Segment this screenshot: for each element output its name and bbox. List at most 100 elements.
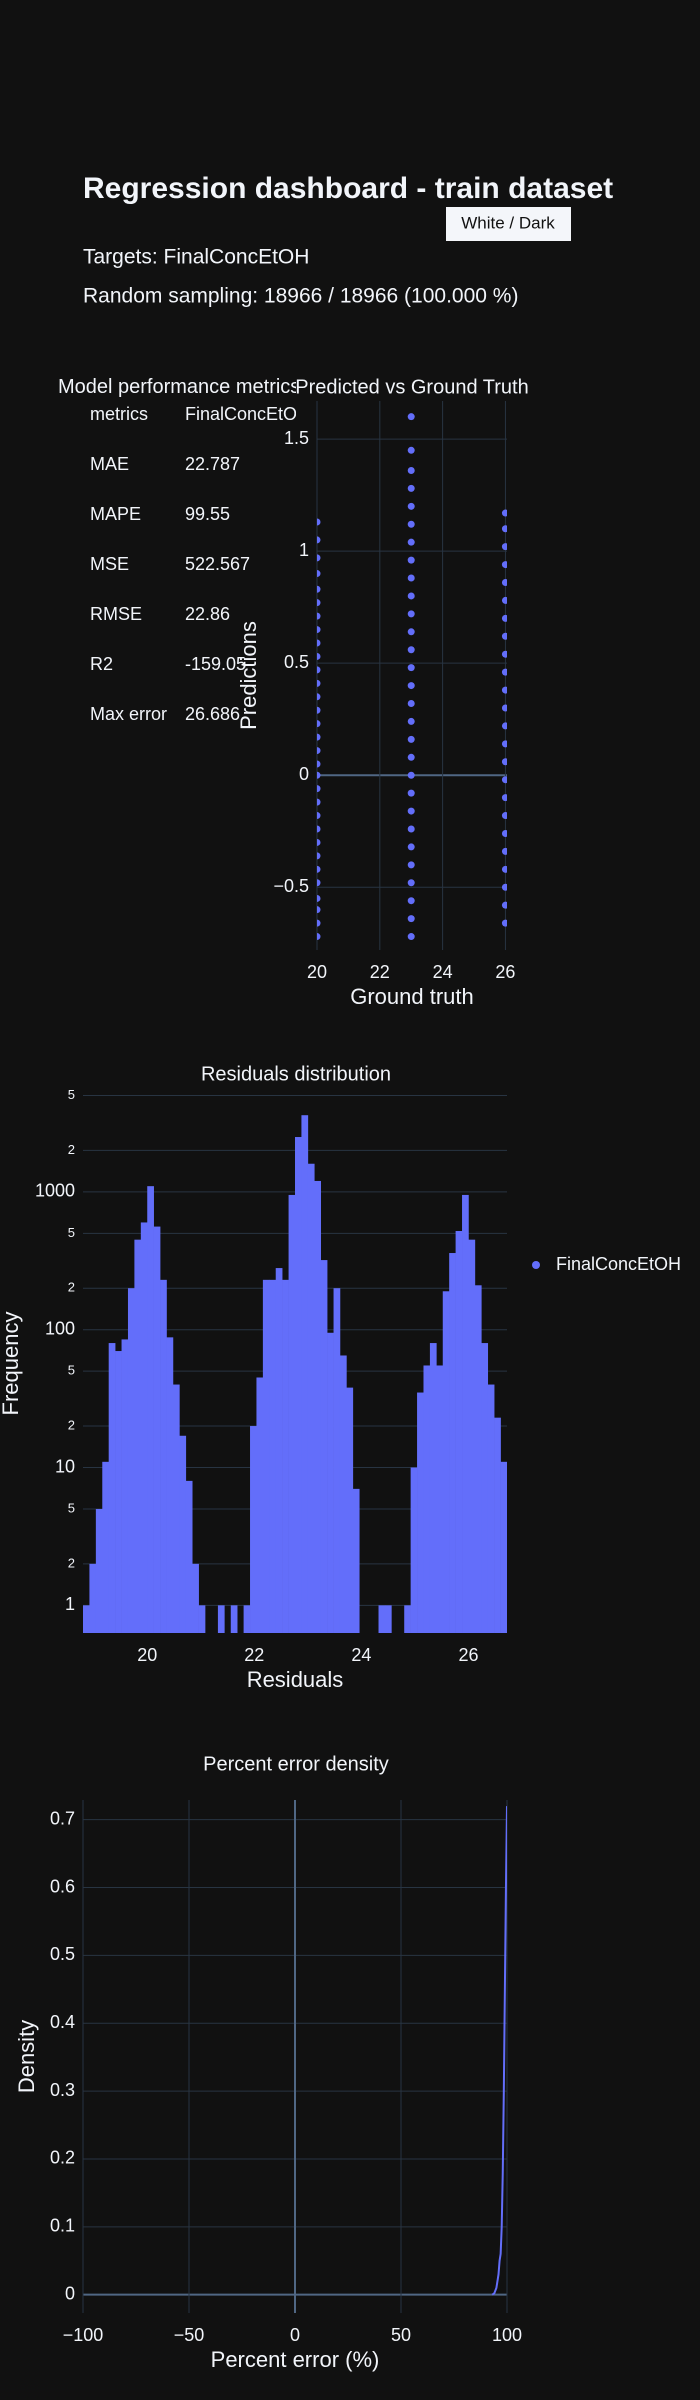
metric-name: RMSE [90,604,143,624]
point [407,717,415,725]
point [501,883,507,891]
point [317,785,321,793]
table-row: MSE 522.567 [90,553,296,603]
bar [320,1260,328,1633]
plot-area [83,1115,507,1633]
y-tick-label: 5 [68,1363,75,1378]
bar [127,1288,135,1633]
point [501,509,507,517]
point [407,592,415,600]
bar [275,1268,283,1633]
plot-area [317,413,507,941]
x-tick-label: −100 [63,2325,104,2345]
bar [417,1392,424,1633]
y-tick-label: 5 [68,1225,75,1240]
bar [250,1426,257,1633]
bar [153,1226,161,1633]
point [317,706,321,714]
bar [198,1605,206,1633]
point [317,720,321,728]
point [317,879,321,887]
table-header: metrics FinalConcEtOH [90,403,296,453]
point [501,596,507,604]
table-row: MAPE 99.55 [90,503,296,553]
point [407,861,415,869]
point [317,666,321,674]
bar [185,1480,193,1633]
bar [481,1343,489,1633]
point [501,668,507,676]
bar [269,1279,277,1633]
point [317,679,321,687]
point [317,599,321,607]
point [501,614,507,622]
point [317,919,321,927]
bar [83,1605,90,1633]
bar [243,1605,251,1633]
bar [494,1417,501,1633]
point [407,700,415,708]
y-tick-label: 1 [65,1594,75,1614]
bar [172,1384,180,1633]
point [317,536,321,544]
point [407,753,415,761]
x-tick-label: 22 [370,962,390,982]
point [407,807,415,815]
point [317,865,321,873]
metric-value: -159.05 [185,654,247,674]
y-tick-label: 0.4 [50,2012,75,2032]
y-tick-label: 2 [68,1417,75,1432]
bar [346,1387,354,1633]
bar [102,1461,109,1633]
y-tick-label: 0.3 [50,2080,75,2100]
point [407,933,415,941]
x-tick-label: 24 [433,962,453,982]
point [407,574,415,582]
point [407,735,415,743]
point [407,446,415,454]
point [501,543,507,551]
bar [121,1339,129,1633]
point [317,733,321,741]
bar [455,1231,463,1633]
bar [301,1115,309,1633]
point [407,610,415,618]
point [407,538,415,546]
bar [160,1279,167,1633]
point [317,906,321,914]
y-tick-label: 10 [55,1456,75,1476]
chart-title: Percent error density [203,1753,389,1775]
x-tick-label: 20 [137,1645,157,1665]
point [407,897,415,905]
point [501,740,507,748]
point [407,771,415,779]
legend-label: FinalConcEtOH [556,1254,681,1274]
x-tick-label: 100 [492,2325,522,2345]
chart-title: Residuals distribution [201,1063,391,1085]
bar [423,1365,431,1633]
bar [327,1332,334,1633]
metrics-table: metrics FinalConcEtOH MAE 22.787 MAPE 99.55… [90,403,296,753]
bar [410,1467,418,1633]
y-tick-label: 5 [68,1500,75,1515]
bar [147,1186,154,1633]
bar [288,1194,296,1633]
point [501,561,507,569]
bar [140,1222,148,1633]
point [317,612,321,620]
y-tick-label: 1.5 [284,428,309,448]
theme-button[interactable] [446,207,571,241]
x-tick-label: 50 [391,2325,411,2345]
density-line [491,1806,507,2296]
metric-value: 26.686 [185,704,241,724]
point [501,579,507,587]
bar [384,1605,392,1633]
point [317,825,321,833]
bar [282,1279,289,1633]
bar [179,1435,187,1633]
theme-button-label[interactable]: White / Dark [461,213,555,232]
metric-value: 22.86 [185,604,231,624]
bar [462,1194,469,1633]
y-tick-label: 2 [68,1280,75,1295]
bar [115,1351,122,1633]
